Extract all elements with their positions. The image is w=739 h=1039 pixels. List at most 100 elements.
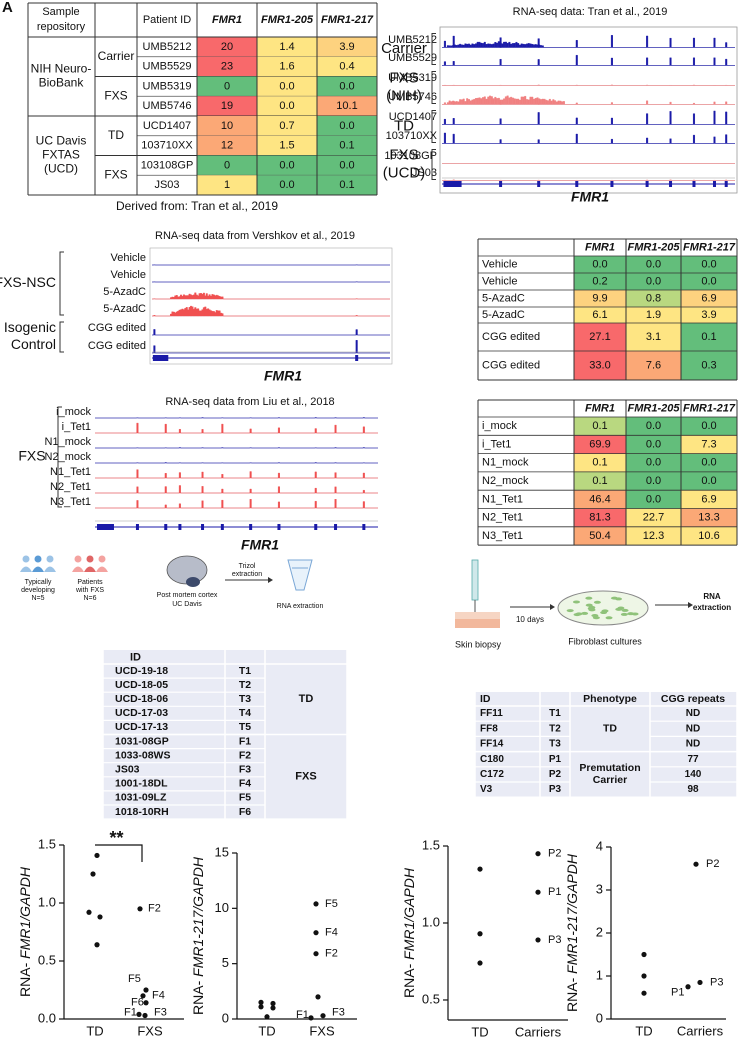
cell-value: 3.9 xyxy=(339,41,354,53)
schematic-text: Trizol xyxy=(239,563,256,570)
gene-model xyxy=(443,181,447,187)
table-cell xyxy=(626,453,681,472)
table-cell xyxy=(257,96,317,116)
table-cell xyxy=(197,155,257,176)
gene-model xyxy=(537,181,541,187)
data-point xyxy=(477,866,483,872)
cell-value: 1.9 xyxy=(646,309,661,321)
gene-model xyxy=(277,524,281,530)
row-label: i_mock xyxy=(482,420,517,432)
group-bracket xyxy=(431,71,436,104)
table-cell xyxy=(257,175,317,195)
sample-id: JS03 xyxy=(115,764,140,776)
group-bracket xyxy=(59,251,64,316)
coverage-track xyxy=(442,132,735,144)
table-cell xyxy=(197,37,257,57)
y-tick-label: 1.5 xyxy=(422,837,440,852)
track-label: UMB5529 xyxy=(388,52,437,64)
column-header: FMR1-205 xyxy=(628,402,681,414)
icon xyxy=(455,612,500,619)
table-cell xyxy=(574,435,626,454)
point-label: P3 xyxy=(710,976,723,988)
schematic-text: Fibroblast cultures xyxy=(568,636,642,646)
row-label: N2_Tet1 xyxy=(482,512,523,524)
row-label: CGG edited xyxy=(482,359,540,371)
column-header: FMR1 xyxy=(585,241,615,253)
cell-value: 0.1 xyxy=(339,179,354,191)
phenotype: Carrier xyxy=(593,774,627,786)
icon xyxy=(585,603,593,607)
gene-model xyxy=(724,181,728,187)
gene-model xyxy=(97,524,114,530)
track-title: RNA-seq data: Tran et al., 2019 xyxy=(513,6,668,18)
gene-name: FMR1 xyxy=(571,189,609,205)
table-cell xyxy=(681,323,737,351)
sample-code: T5 xyxy=(239,721,251,733)
gene-model xyxy=(220,524,224,530)
cell-value: 22.7 xyxy=(643,512,664,524)
cgg-repeats: 77 xyxy=(687,754,699,765)
y-tick-label: 5 xyxy=(222,955,229,970)
sample-id: V3 xyxy=(480,784,493,795)
group-label: FXS xyxy=(389,69,418,86)
group-label: FXS xyxy=(389,146,418,163)
schematic-text: developing xyxy=(21,587,55,594)
icon xyxy=(615,607,623,611)
track-label: UMB5746 xyxy=(388,91,437,103)
cgg-repeats: 98 xyxy=(687,784,699,795)
cell-value: 0.1 xyxy=(701,331,716,343)
schematic-text: extraction xyxy=(232,571,262,578)
row-label: 5-AzadC xyxy=(482,309,525,321)
group-label: Isogenic xyxy=(4,319,56,335)
cell-value: 0.1 xyxy=(592,420,607,432)
sample-code: T3 xyxy=(549,739,561,750)
sample-code: T1 xyxy=(239,665,251,677)
y-tick-label: 4 xyxy=(596,838,603,853)
group-label: FXS xyxy=(295,771,316,783)
schematic-text: 10 days xyxy=(516,615,544,624)
table-cell xyxy=(681,490,737,509)
icon xyxy=(46,555,54,563)
table-cell xyxy=(257,155,317,176)
patient-id: UMB5529 xyxy=(143,61,192,73)
table-cell xyxy=(626,490,681,509)
patient-id: UMB5319 xyxy=(143,80,192,92)
table-cell xyxy=(317,135,377,156)
coverage-track xyxy=(152,329,390,336)
group-label: Carrier xyxy=(98,49,135,63)
table-cell xyxy=(681,351,737,380)
data-point xyxy=(264,1014,270,1020)
y-axis-label-prefix: RNA- xyxy=(401,960,417,998)
cell-value: 0.0 xyxy=(279,179,294,191)
table-cell xyxy=(317,116,377,136)
icon xyxy=(620,612,628,616)
table-cell xyxy=(574,453,626,472)
cell-value: 0.0 xyxy=(701,475,716,487)
schematic-text: with FXS xyxy=(75,587,104,594)
icon xyxy=(566,609,574,613)
schematic-text: RNA extraction xyxy=(277,603,324,610)
track-box xyxy=(149,247,393,365)
row-label: Vehicle xyxy=(482,275,517,287)
coverage-track xyxy=(442,95,735,105)
gene-model xyxy=(334,524,338,530)
table-cell xyxy=(574,471,626,491)
coverage-track xyxy=(152,340,390,354)
icon xyxy=(631,612,639,616)
coverage-track xyxy=(442,179,735,181)
cell-value: 0.7 xyxy=(279,120,294,132)
gene-model xyxy=(712,181,716,187)
icon xyxy=(98,555,106,563)
point-label: F1 xyxy=(296,1009,309,1021)
table-cell xyxy=(626,323,681,351)
table-cell xyxy=(197,96,257,116)
data-point xyxy=(270,1000,276,1007)
table-cell xyxy=(681,273,737,290)
table-cell xyxy=(257,135,317,156)
group-label: FXS xyxy=(104,88,127,102)
icon xyxy=(615,597,623,601)
cell-value: 0.0 xyxy=(279,100,294,112)
y-tick-label: 1 xyxy=(596,967,603,982)
sample-code: F6 xyxy=(239,806,251,818)
track-title: RNA-seq data from Vershkov et al., 2019 xyxy=(155,230,355,242)
